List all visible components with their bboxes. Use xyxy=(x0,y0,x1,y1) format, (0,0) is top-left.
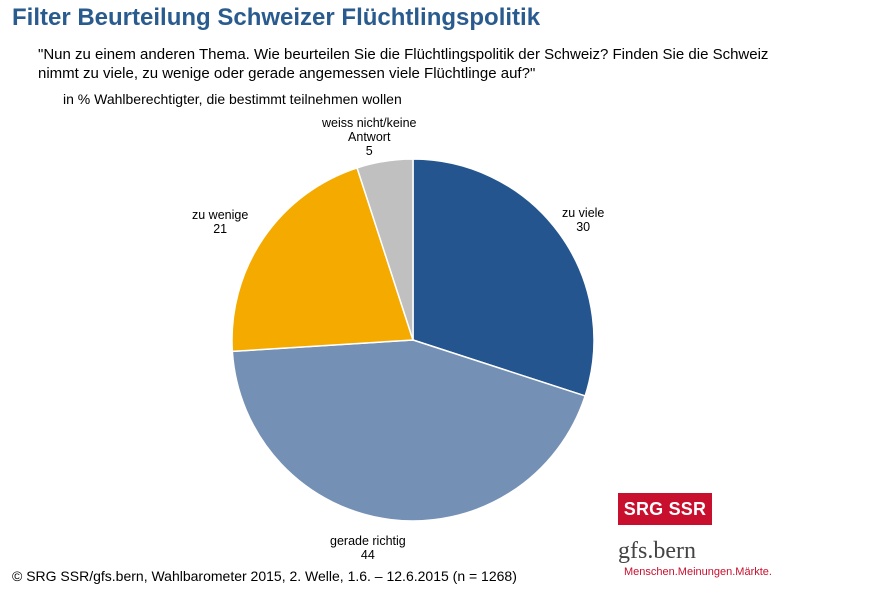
slice-label-zu-wenige: zu wenige 21 xyxy=(192,208,248,236)
slice-label-zu-viele: zu viele 30 xyxy=(562,206,604,234)
pie-slice-1 xyxy=(231,339,587,522)
pie-slice-2 xyxy=(231,166,415,353)
slice-label-text: zu viele xyxy=(562,206,605,220)
question-line-1: "Nun zu einem anderen Thema. Wie beurtei… xyxy=(38,46,769,63)
gfs-bern-logo: gfs.bern Menschen.Meinungen.Märkte. xyxy=(618,538,772,578)
slice-label-value: 44 xyxy=(360,548,375,562)
srg-ssr-logo: SRG SSR xyxy=(618,493,712,525)
slice-label-text-line-1: weiss nicht/keine xyxy=(322,116,417,130)
slice-label-text: gerade richtig xyxy=(330,534,406,548)
question-line-2: nimmt zu viele, zu wenige oder gerade an… xyxy=(38,65,536,82)
chart-title: Filter Beurteilung Schweizer Flüchtlings… xyxy=(12,4,541,31)
survey-question: "Nun zu einem anderen Thema. Wie beurtei… xyxy=(38,45,838,83)
source-note: © SRG SSR/gfs.bern, Wahlbarometer 2015, … xyxy=(12,568,517,584)
slice-label-weiss-nicht: weiss nicht/keine Antwort 5 xyxy=(322,116,417,158)
pie-slice-0 xyxy=(412,158,595,397)
slice-label-text-line-2: Antwort xyxy=(348,130,391,144)
slice-label-gerade-richtig: gerade richtig 44 xyxy=(330,534,406,562)
slice-label-text: zu wenige xyxy=(192,208,249,222)
slice-label-value: 5 xyxy=(365,144,373,158)
gfs-bern-logo-tagline: Menschen.Meinungen.Märkte. xyxy=(624,566,772,578)
gfs-bern-logo-name: gfs.bern xyxy=(618,538,696,564)
slice-label-value: 30 xyxy=(576,220,591,234)
slice-label-value: 21 xyxy=(213,222,228,236)
chart-subtitle: in % Wahlberechtigter, die bestimmt teil… xyxy=(63,91,402,107)
pie-slice-3 xyxy=(356,158,414,341)
